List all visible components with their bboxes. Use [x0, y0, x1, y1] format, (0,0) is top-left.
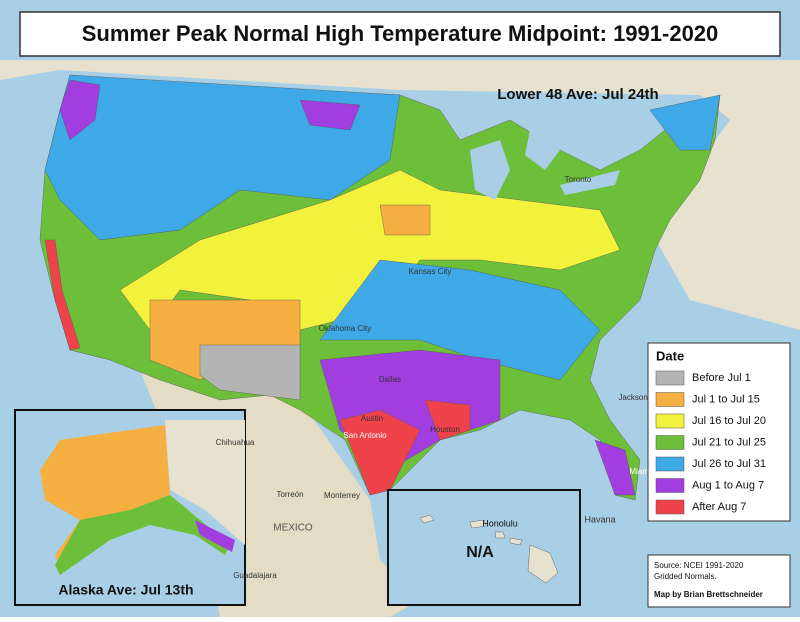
credit: Map by Brian Brettschneider [654, 590, 763, 599]
climate-region [59, 79, 101, 141]
climate-region [339, 409, 421, 496]
legend-swatch [655, 413, 685, 429]
climate-region [44, 239, 81, 351]
legend-box [647, 342, 791, 522]
place-label: Miami [629, 467, 651, 476]
alaska-coast [55, 495, 230, 575]
alaska-panhandle [195, 520, 235, 552]
place-label: MEXICO [273, 523, 313, 534]
united-states [39, 74, 721, 501]
place-label: San Antonio [343, 431, 387, 440]
canada [0, 60, 800, 330]
legend-label: Before Jul 1 [692, 372, 751, 384]
legend-swatch [655, 370, 685, 386]
legend-label: Jul 16 to Jul 20 [692, 415, 766, 427]
source-line: Source: NCEI 1991-2020 [654, 561, 744, 570]
legend-swatch [655, 499, 685, 515]
climate-region [424, 399, 471, 441]
place-label: Torreón [276, 490, 303, 499]
alaska-canada [165, 420, 245, 545]
place-label: Chihuahua [216, 438, 255, 447]
legend-label: Jul 26 to Jul 31 [692, 458, 766, 470]
place-label: Monterrey [324, 491, 360, 500]
place-label: Jacksonville [618, 393, 662, 402]
legend-swatch [655, 456, 685, 472]
lower48-average: Lower 48 Ave: Jul 24th [497, 86, 658, 103]
climate-region [299, 99, 361, 131]
alaska-average: Alaska Ave: Jul 13th [58, 582, 193, 598]
legend-label: Jul 1 to Jul 15 [692, 393, 760, 405]
map-labels: MEXICO Honolulu Dallas Houston San Antonio Au… [216, 175, 662, 580]
source-line: Gridded Normals. [654, 572, 717, 581]
place-label: Austin [361, 414, 383, 423]
legend-swatch [655, 435, 685, 450]
climate-region [319, 259, 601, 381]
hawaii-islands [419, 514, 559, 584]
legend-label: After Aug 7 [692, 501, 746, 513]
place-label: Havana [584, 514, 615, 524]
title: Summer Peak Normal High Temperature Midp… [82, 21, 719, 46]
climate-region [594, 439, 636, 496]
legend-label: Jul 21 to Jul 25 [692, 436, 766, 448]
place-label: Kansas City [409, 267, 452, 276]
legend-title: Date [656, 348, 684, 363]
legend-swatch [655, 392, 685, 407]
hawaii-label: N/A [466, 544, 494, 561]
place-label: Toronto [565, 175, 592, 184]
place-label: Dallas [379, 375, 401, 384]
place-label: Houston [430, 425, 460, 434]
great-lakes [470, 130, 620, 200]
legend-label: Aug 1 to Aug 7 [692, 479, 764, 491]
place-label: Honolulu [482, 518, 518, 528]
climate-region [199, 344, 301, 401]
source-box [647, 554, 791, 608]
title-box [19, 11, 781, 57]
legend-swatch [655, 478, 685, 493]
place-label: Guadalajara [233, 571, 277, 580]
legend: Before Jul 1 Jul 1 to Jul 15 Jul 16 to Jul… [655, 370, 766, 515]
hawaii-inset [387, 489, 581, 606]
climate-region [379, 204, 431, 236]
place-label: Oklahoma City [319, 324, 371, 333]
climate-region [649, 94, 721, 151]
